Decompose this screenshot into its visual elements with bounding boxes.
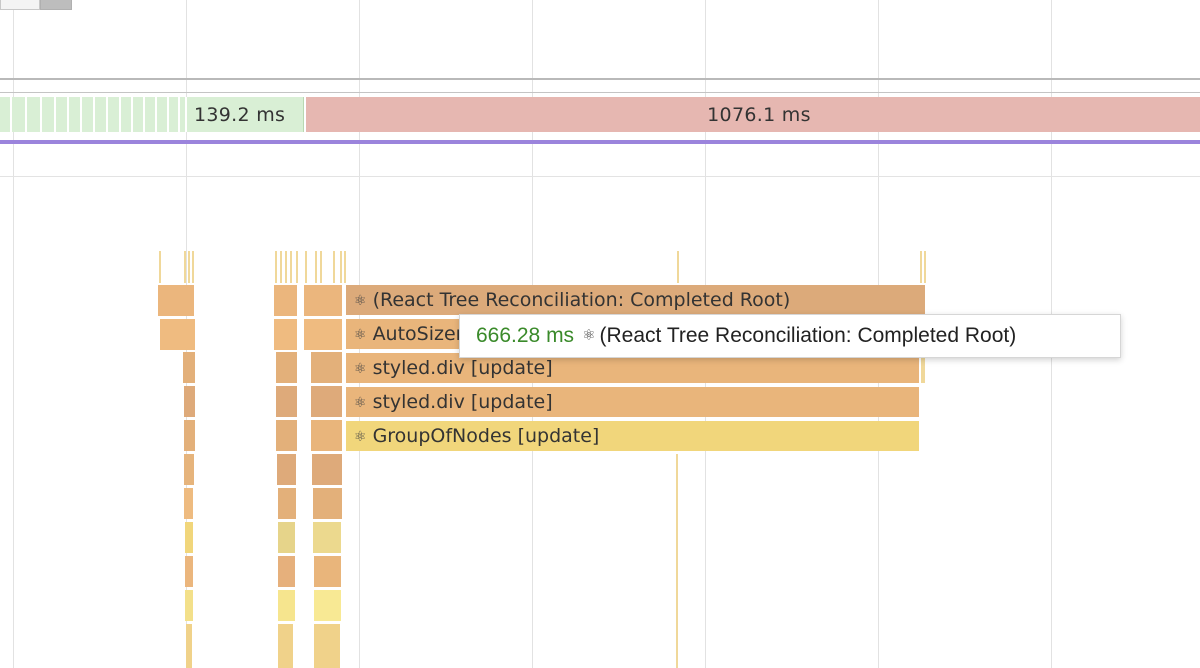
flame-bar[interactable] <box>304 285 342 316</box>
segment-divider <box>40 97 42 132</box>
flame-tick <box>184 251 186 283</box>
idle-segment[interactable] <box>0 97 304 132</box>
flame-bar[interactable] <box>313 488 342 519</box>
flame-tick <box>285 251 287 283</box>
track-separator <box>0 78 1200 80</box>
flame-row-styled-div[interactable]: ⚛ styled.div [update] <box>346 353 919 383</box>
flame-bar[interactable] <box>278 590 295 621</box>
flame-row-label: styled.div [update] <box>372 357 553 379</box>
flame-bar[interactable] <box>274 319 297 350</box>
flame-tick <box>676 454 678 668</box>
tooltip-label: (React Tree Reconciliation: Completed Ro… <box>599 324 1017 347</box>
flame-row-label: styled.div [update] <box>372 391 553 413</box>
segment-divider <box>93 97 95 132</box>
flame-bar[interactable] <box>313 522 341 553</box>
flame-bar[interactable] <box>311 386 342 417</box>
flame-row-label: (React Tree Reconciliation: Completed Ro… <box>372 289 791 311</box>
idle-duration-label: 139.2 ms <box>194 104 286 126</box>
overview-handle-right[interactable] <box>40 0 72 10</box>
flame-tick <box>192 251 194 283</box>
flame-tick <box>159 251 161 283</box>
flame-bar[interactable] <box>184 386 195 417</box>
flame-row-completed-root[interactable]: ⚛ (React Tree Reconciliation: Completed R… <box>346 285 925 315</box>
segment-divider <box>54 97 56 132</box>
flame-bar[interactable] <box>314 590 341 621</box>
flame-tick <box>305 251 307 283</box>
flame-tick <box>924 251 926 283</box>
time-gridline <box>13 0 14 668</box>
flame-bar[interactable] <box>185 556 193 587</box>
flame-bar[interactable] <box>278 488 296 519</box>
track-separator <box>0 176 1200 177</box>
flame-bar[interactable] <box>158 285 194 316</box>
react-icon: ⚛ <box>354 293 367 309</box>
flame-tick <box>333 251 335 283</box>
flame-bar[interactable] <box>314 556 341 587</box>
flame-bar[interactable] <box>311 420 342 451</box>
flame-bar[interactable] <box>186 624 192 668</box>
flame-tick <box>340 251 342 283</box>
flame-row-group-of-nodes[interactable]: ⚛ GroupOfNodes [update] <box>346 421 919 451</box>
flame-tick <box>296 251 298 283</box>
segment-divider <box>119 97 121 132</box>
segment-divider <box>185 97 187 132</box>
flame-tick <box>280 251 282 283</box>
overview-handle-left[interactable] <box>0 0 40 10</box>
flame-tick <box>315 251 317 283</box>
long-task-duration-label: 1076.1 ms <box>707 104 811 126</box>
flame-bar[interactable] <box>183 352 195 383</box>
flame-bar[interactable] <box>311 352 342 383</box>
segment-divider <box>106 97 108 132</box>
long-task-segment[interactable] <box>306 97 1200 132</box>
flame-bar[interactable] <box>312 454 342 485</box>
flame-row-label: GroupOfNodes [update] <box>372 425 600 447</box>
tooltip-duration: 666.28 ms <box>476 324 575 347</box>
flame-bar[interactable] <box>278 522 295 553</box>
segment-divider <box>67 97 69 132</box>
react-icon: ⚛ <box>354 429 367 445</box>
track-separator <box>0 92 1200 93</box>
segment-divider <box>80 97 82 132</box>
flame-tick <box>920 251 922 283</box>
flame-tick <box>275 251 277 283</box>
segment-divider <box>143 97 145 132</box>
flame-bar[interactable] <box>278 556 295 587</box>
flame-bar[interactable] <box>185 522 193 553</box>
flame-bar[interactable] <box>278 624 293 668</box>
segment-divider <box>10 97 12 132</box>
flame-tick <box>320 251 322 283</box>
flame-bar[interactable] <box>276 352 297 383</box>
flame-tick <box>290 251 292 283</box>
hover-tooltip: 666.28 ms ⚛ (React Tree Reconciliation: Co… <box>459 314 1121 358</box>
segment-divider <box>131 97 133 132</box>
flame-bar[interactable] <box>160 319 195 350</box>
flame-tick <box>677 251 679 283</box>
flame-bar[interactable] <box>276 420 297 451</box>
segment-divider <box>167 97 169 132</box>
flame-bar[interactable] <box>274 285 297 316</box>
flame-bar[interactable] <box>314 624 340 668</box>
react-icon: ⚛ <box>354 361 367 377</box>
segment-divider <box>25 97 27 132</box>
interaction-track[interactable] <box>0 140 1200 144</box>
react-icon: ⚛ <box>354 327 367 343</box>
flame-bar[interactable] <box>277 454 296 485</box>
flame-bar[interactable] <box>304 319 342 350</box>
flame-bar[interactable] <box>184 420 195 451</box>
flame-bar[interactable] <box>184 454 194 485</box>
flame-bar[interactable] <box>276 386 297 417</box>
flame-tick <box>344 251 346 283</box>
react-icon: ⚛ <box>354 395 367 411</box>
segment-divider <box>178 97 180 132</box>
flame-row-styled-div[interactable]: ⚛ styled.div [update] <box>346 387 919 417</box>
flame-bar[interactable] <box>185 590 193 621</box>
react-icon: ⚛ <box>582 327 596 344</box>
flame-bar[interactable] <box>184 488 193 519</box>
segment-divider <box>155 97 157 132</box>
flame-tick <box>188 251 190 283</box>
